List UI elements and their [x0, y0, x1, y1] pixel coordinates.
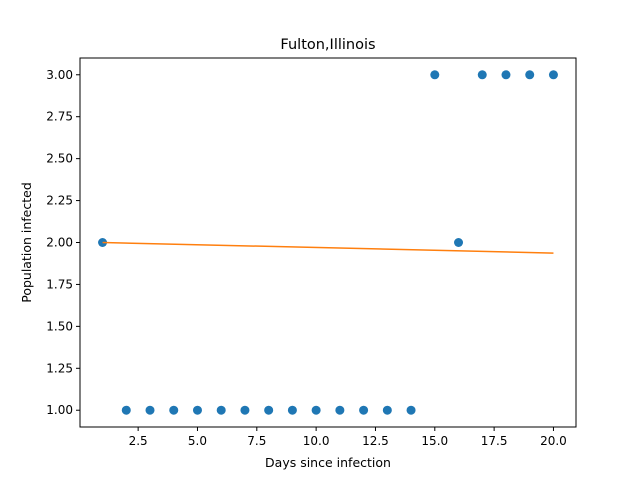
- plot-series: [98, 70, 558, 415]
- y-tick-label: 2.75: [46, 110, 73, 124]
- scatter-point: [169, 405, 179, 415]
- x-axis-ticks: 2.5 5.0 7.5 10.0 12.5 15.0 17.5 20.0: [129, 427, 567, 448]
- x-tick-label: 5.0: [188, 434, 207, 448]
- plot-frame: [79, 57, 577, 428]
- x-tick-label: 15.0: [421, 434, 448, 448]
- x-tick-label: 20.0: [540, 434, 567, 448]
- x-axis-label: Days since infection: [265, 455, 391, 470]
- scatter-point: [240, 405, 250, 415]
- y-tick-label: 1.50: [46, 319, 73, 333]
- scatter-point: [145, 405, 155, 415]
- scatter-point: [216, 405, 226, 415]
- scatter-point: [287, 405, 297, 415]
- y-tick-label: 2.25: [46, 194, 73, 208]
- scatter-point: [548, 70, 558, 80]
- x-tick-label: 17.5: [481, 434, 508, 448]
- y-tick-label: 2.50: [46, 152, 73, 166]
- y-tick-label: 1.25: [46, 361, 73, 375]
- y-tick-label: 1.75: [46, 277, 73, 291]
- x-tick-label: 7.5: [247, 434, 266, 448]
- scatter-point: [430, 70, 440, 80]
- y-axis-label: Population infected: [19, 182, 34, 303]
- y-tick-label: 2.00: [46, 236, 73, 250]
- scatter-point: [406, 405, 416, 415]
- scatter-point: [454, 238, 464, 247]
- trend-line: [102, 241, 554, 254]
- scatter-point: [359, 405, 369, 415]
- scatter-point: [501, 70, 511, 80]
- x-tick-label: 12.5: [362, 434, 389, 448]
- y-tick-label: 3.00: [46, 68, 73, 82]
- scatter-point: [477, 70, 487, 80]
- scatter-point: [525, 70, 535, 80]
- scatter-point: [335, 405, 345, 415]
- scatter-point: [192, 405, 202, 415]
- scatter-point: [121, 405, 131, 415]
- chart-title: Fulton,Illinois: [280, 37, 375, 53]
- x-tick-label: 2.5: [129, 434, 148, 448]
- scatter-point: [264, 405, 274, 415]
- y-axis-ticks: 1.00 1.25 1.50 1.75 2.00 2.25 2.50 2.75 3.00: [46, 68, 80, 417]
- scatter-point: [382, 405, 392, 415]
- x-tick-label: 10.0: [303, 434, 330, 448]
- scatter-point: [311, 405, 321, 415]
- y-tick-label: 1.00: [46, 403, 73, 417]
